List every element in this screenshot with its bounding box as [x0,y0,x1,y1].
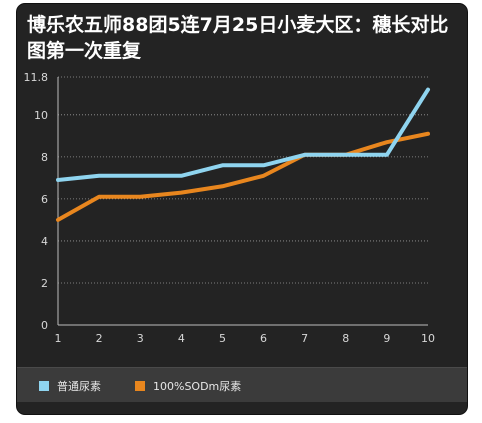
x-tick-label: 6 [260,332,267,345]
x-tick-label: 2 [96,332,103,345]
x-tick-label: 1 [55,332,62,345]
x-tick-label: 5 [219,332,226,345]
data-point-series-1 [303,153,307,157]
data-point-series-2 [138,195,142,199]
legend: 普通尿素 100%SODm尿素 [17,367,467,402]
line-chart: 0 2 4 6 8 10 11.8 1 2 3 4 5 6 7 8 9 10 [24,71,436,345]
data-point-series-1 [262,163,266,167]
data-point-series-1 [179,174,183,178]
legend-swatch-series-1 [39,381,49,391]
x-tick-label: 9 [383,332,390,345]
data-point-series-1 [138,174,142,178]
y-tick-label: 11.8 [24,71,49,84]
chart-title: 博乐农五师88团5连7月25日小麦大区：穗长对比图第一次重复 [27,14,449,62]
x-tick-label: 10 [421,332,435,345]
data-point-series-1 [220,163,224,167]
legend-label-series-1: 普通尿素 [57,380,101,393]
series-line-1 [56,87,430,182]
y-tick-label: 8 [41,151,48,164]
data-point-series-1 [426,88,430,92]
legend-label-series-2: 100%SODm尿素 [153,380,242,393]
data-point-series-2 [220,184,224,188]
legend-item-series-1[interactable]: 普通尿素 [39,378,101,394]
data-point-series-1 [385,153,389,157]
y-tick-label: 10 [34,109,48,122]
data-point-series-2 [385,140,389,144]
legend-swatch-series-2 [135,381,145,391]
data-point-series-2 [97,195,101,199]
x-tick-label: 4 [178,332,185,345]
y-tick-label: 2 [41,277,48,290]
series-line-2 [56,131,430,222]
x-tick-label: 3 [137,332,144,345]
y-tick-label: 0 [41,319,48,332]
legend-item-series-2[interactable]: 100%SODm尿素 [135,378,241,394]
data-point-series-2 [179,191,183,195]
data-point-series-1 [97,174,101,178]
chart-card: 博乐农五师88团5连7月25日小麦大区：穗长对比图第一次重复 0 2 4 6 8 10 11… [16,3,468,415]
y-tick-label: 4 [41,235,48,248]
data-point-series-2 [262,174,266,178]
data-point-series-1 [344,153,348,157]
x-tick-label: 7 [301,332,308,345]
data-point-series-2 [56,218,60,222]
data-point-series-1 [56,178,60,182]
data-point-series-2 [426,132,430,136]
x-tick-label: 8 [342,332,349,345]
y-tick-label: 6 [41,193,48,206]
